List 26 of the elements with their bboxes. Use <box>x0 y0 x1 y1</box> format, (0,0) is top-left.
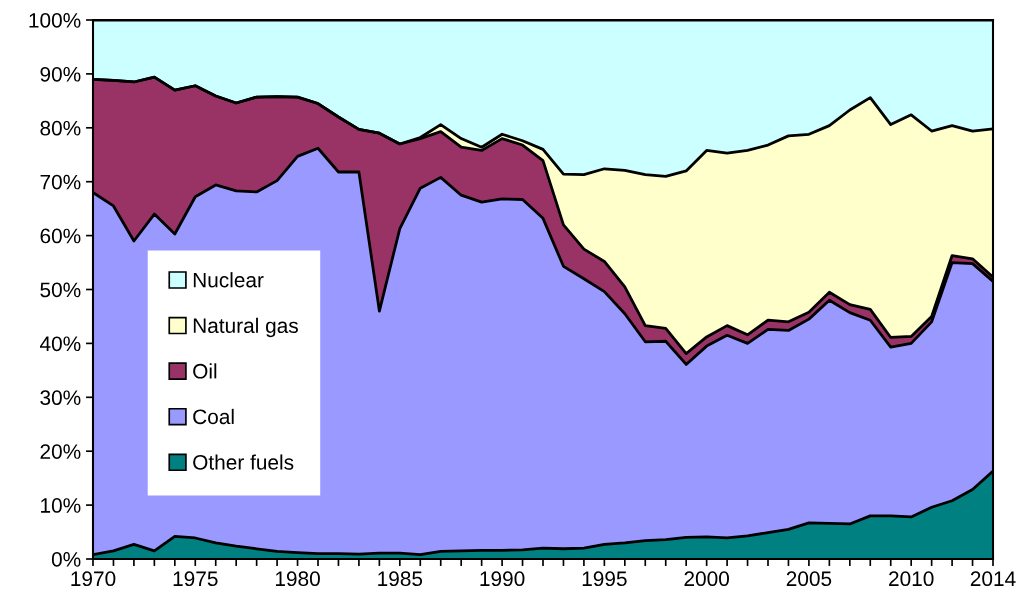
y-tick-label: 90% <box>40 66 81 82</box>
x-tick-label: 1975 <box>173 571 218 587</box>
x-tick-label: 1985 <box>378 571 423 587</box>
y-tick-label: 80% <box>40 120 81 136</box>
y-tick-label: 100% <box>29 13 81 28</box>
legend-label: Coal <box>193 408 234 425</box>
y-tick-label: 60% <box>40 228 81 244</box>
y-tick-label: 70% <box>40 174 81 190</box>
y-tick-label: 0% <box>51 552 81 567</box>
legend-label: Other fuels <box>193 454 294 470</box>
y-tick-label: 10% <box>41 498 81 513</box>
x-tick-label: 1990 <box>480 571 525 587</box>
legend-label: Natural gas <box>193 317 298 338</box>
legend-label: Oil <box>193 363 217 379</box>
y-tick-label: 40% <box>39 336 81 352</box>
x-tick-label: 2000 <box>684 571 729 587</box>
x-tick-label: 2005 <box>786 571 832 587</box>
x-tick-label: 1970 <box>71 571 116 587</box>
x-tick-label: 2010 <box>889 571 934 587</box>
legend-label: Nuclear <box>193 272 264 288</box>
y-tick-label: 20% <box>40 444 81 459</box>
x-tick-label: 2014 <box>970 571 1016 587</box>
y-tick-label: 50% <box>40 282 81 298</box>
x-tick-label: 1980 <box>275 571 320 587</box>
x-tick-label: 1995 <box>582 571 627 587</box>
y-tick-label: 30% <box>40 390 81 406</box>
